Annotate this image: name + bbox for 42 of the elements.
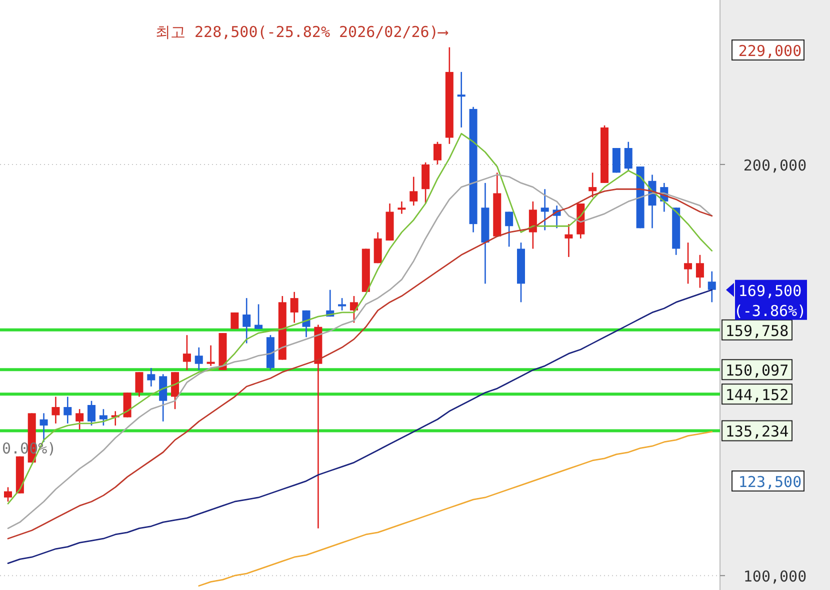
ref-line-label: 144,152 (725, 386, 789, 404)
candlestick (338, 297, 346, 312)
candlestick (410, 176, 418, 206)
candlestick (433, 141, 442, 166)
ref-line-label: 150,097 (725, 362, 789, 380)
candlestick (242, 297, 251, 344)
candlestick (147, 367, 156, 388)
candlestick (528, 200, 537, 250)
annotation: 최고 228,500(-25.82% 2026/02/26)⟶ (156, 23, 448, 41)
candlestick (194, 346, 203, 371)
candlestick (52, 396, 60, 424)
candlestick (564, 223, 573, 258)
text: 229,000 (738, 42, 802, 60)
candlestick (505, 211, 514, 248)
candlestick (457, 71, 466, 128)
candlestick (588, 172, 597, 198)
candlestick (40, 412, 48, 443)
candlestick (206, 344, 215, 367)
candlestick (624, 141, 632, 172)
candlestick (64, 396, 72, 424)
candlestick (540, 188, 549, 231)
candlestick (350, 295, 358, 324)
candlestick (254, 304, 263, 330)
y-tick-label: 200,000 (743, 156, 807, 174)
candlestick (182, 334, 191, 371)
candlestick (135, 371, 144, 398)
candlestick (708, 270, 716, 303)
candlestick (99, 408, 108, 426)
candlestick (4, 486, 12, 502)
ref-line-label: 159,758 (725, 322, 789, 340)
candlestick (696, 254, 704, 288)
y-tick-label: 100,000 (743, 568, 807, 586)
ref-line-label: 135,234 (725, 422, 789, 441)
candlestick (230, 312, 239, 330)
candlestick (684, 242, 692, 284)
line-series (198, 431, 713, 587)
candlestick (398, 200, 406, 214)
candlestick (88, 400, 96, 426)
candlestick (290, 291, 298, 324)
candlestick (76, 408, 84, 430)
text: 169,500 (-3.86%) (734, 282, 806, 320)
text: 123,500 (738, 473, 802, 491)
